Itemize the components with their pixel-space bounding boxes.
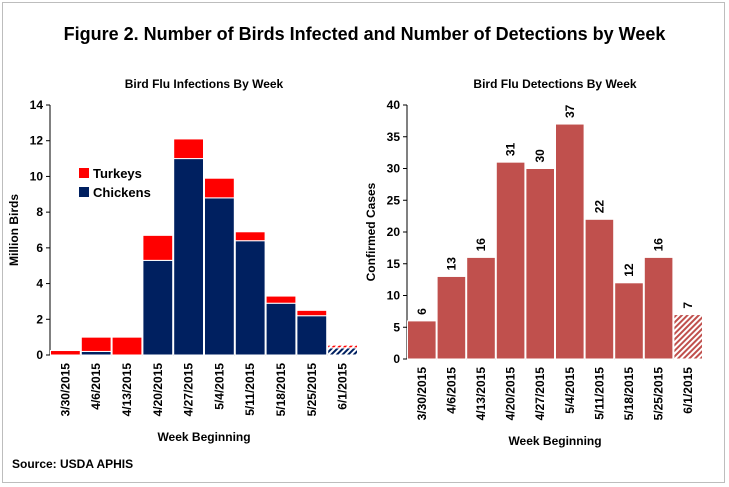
chart-infections-y-tick-label: 12 — [30, 134, 44, 148]
bar-turkeys-4-13-2015 — [111, 336, 143, 356]
bar-chickens-4-27-2015 — [173, 158, 204, 356]
bar-turkeys-5-11-2015 — [234, 231, 266, 242]
bar-turkeys-5-4-2015 — [204, 177, 235, 199]
chart-infections-y-tick-label: 8 — [36, 205, 43, 219]
bar-chickens-5-11-2015 — [234, 240, 266, 356]
chart-infections-x-tick-label: 6/1/2015 — [336, 363, 350, 410]
bar-turkeys-3-30-2015 — [50, 350, 81, 356]
chart-infections-y-tick-label: 14 — [30, 98, 44, 112]
data-label-detections: 7 — [681, 302, 695, 309]
bar-turkeys-4-6-2015 — [80, 336, 112, 352]
chart-detections-x-tick-label: 5/25/2015 — [652, 367, 666, 421]
data-label-detections: 31 — [504, 142, 518, 156]
chart-detections-x-label: Week Beginning — [508, 434, 601, 448]
chart-infections-x-tick-label: 4/27/2015 — [182, 363, 196, 417]
bar-chickens-5-4-2015 — [204, 197, 235, 356]
chart-infections-x-tick-label: 5/25/2015 — [305, 363, 319, 417]
legend-label-chickens: Chickens — [93, 185, 151, 200]
bar-turkeys-5-18-2015 — [265, 295, 297, 304]
bar-turkeys-5-25-2015 — [296, 309, 328, 317]
bar-detections-5-25-2015 — [643, 256, 674, 360]
chart-detections-x-tick-label: 5/18/2015 — [622, 367, 636, 421]
data-label-detections: 16 — [652, 238, 666, 252]
chart-detections-y-tick-label: 25 — [387, 193, 401, 207]
chart-infections-y-tick-label: 2 — [36, 312, 43, 326]
chart-infections-x-tick-label: 4/20/2015 — [151, 363, 165, 417]
data-label-detections: 6 — [415, 308, 429, 315]
bar-detections-5-4-2015 — [555, 123, 585, 360]
bar-detections-4-20-2015 — [495, 161, 526, 360]
bar-detections-6-1-2015 — [673, 314, 704, 360]
bar-detections-5-11-2015 — [584, 218, 615, 360]
chart-detections-x-tick-label: 4/20/2015 — [504, 367, 518, 421]
chart-infections-x-label: Week Beginning — [157, 430, 250, 444]
bar-turkeys-4-27-2015 — [173, 138, 204, 160]
chart-detections-y-tick-label: 0 — [393, 352, 400, 366]
legend-swatch-turkeys — [79, 168, 89, 178]
data-label-detections: 16 — [474, 238, 488, 252]
legend-swatch-chickens — [79, 187, 89, 197]
chart-infections-x-tick-label: 4/6/2015 — [89, 363, 103, 410]
bar-chickens-6-1-2015 — [327, 347, 359, 356]
chart-detections-x-tick-label: 5/11/2015 — [592, 367, 606, 420]
chart-detections-x-tick-label: 3/30/2015 — [415, 367, 429, 421]
data-label-detections: 22 — [592, 200, 606, 214]
chart-infections-x-tick-label: 5/4/2015 — [212, 363, 226, 410]
bar-detections-4-6-2015 — [436, 275, 467, 360]
chart-infections-y-label: Million Birds — [7, 194, 21, 266]
chart-infections-y-tick-label: 4 — [36, 277, 43, 291]
bar-detections-4-13-2015 — [466, 256, 496, 360]
data-label-detections: 13 — [444, 257, 458, 271]
bar-chickens-5-18-2015 — [265, 302, 297, 356]
bar-turkeys-4-20-2015 — [142, 234, 174, 261]
chart-infections-y-tick-label: 0 — [36, 348, 43, 362]
chart-infections-x-tick-label: 5/11/2015 — [243, 363, 257, 416]
chart-detections-y-tick-label: 35 — [387, 130, 401, 144]
bar-chickens-5-25-2015 — [296, 315, 328, 356]
legend-label-turkeys: Turkeys — [93, 166, 142, 181]
chart-infections-title: Bird Flu Infections By Week — [125, 77, 284, 91]
chart-infections-x-tick-label: 3/30/2015 — [58, 363, 72, 417]
chart-detections-y-tick-label: 10 — [387, 289, 401, 303]
bar-detections-4-27-2015 — [525, 168, 556, 360]
bar-turkeys-6-1-2015 — [327, 344, 359, 349]
chart-detections-title: Bird Flu Detections By Week — [473, 77, 636, 91]
data-label-detections: 37 — [563, 104, 577, 118]
chart-detections-x-tick-label: 5/4/2015 — [563, 367, 577, 414]
chart-detections-y-label: Confirmed Cases — [364, 182, 378, 281]
bar-detections-5-18-2015 — [614, 282, 644, 360]
chart-infections-y-tick-label: 6 — [36, 241, 43, 255]
chart-detections-y-tick-label: 5 — [393, 320, 400, 334]
figure-title: Figure 2. Number of Birds Infected and N… — [63, 24, 666, 44]
bar-chickens-4-20-2015 — [142, 259, 174, 356]
chart-detections-x-tick-label: 4/6/2015 — [444, 367, 458, 414]
chart-infections-x-tick-label: 5/18/2015 — [274, 363, 288, 417]
source-note: Source: USDA APHIS — [12, 457, 134, 471]
chart-detections-x-tick-label: 4/13/2015 — [474, 367, 488, 421]
data-label-detections: 30 — [533, 149, 547, 163]
chart-detections-y-tick-label: 40 — [387, 98, 401, 112]
chart-detections-x-tick-label: 6/1/2015 — [681, 367, 695, 414]
bar-chickens-4-6-2015 — [80, 350, 112, 356]
chart-infections-x-tick-label: 4/13/2015 — [120, 363, 134, 417]
chart-detections-y-tick-label: 15 — [387, 257, 401, 271]
chart-detections-y-tick-label: 20 — [387, 225, 401, 239]
chart-detections-x-tick-label: 4/27/2015 — [533, 367, 547, 421]
bar-detections-3-30-2015 — [407, 320, 437, 360]
chart-detections-y-tick-label: 30 — [387, 162, 401, 176]
data-label-detections: 12 — [622, 263, 636, 277]
chart-infections-y-tick-label: 10 — [30, 169, 44, 183]
